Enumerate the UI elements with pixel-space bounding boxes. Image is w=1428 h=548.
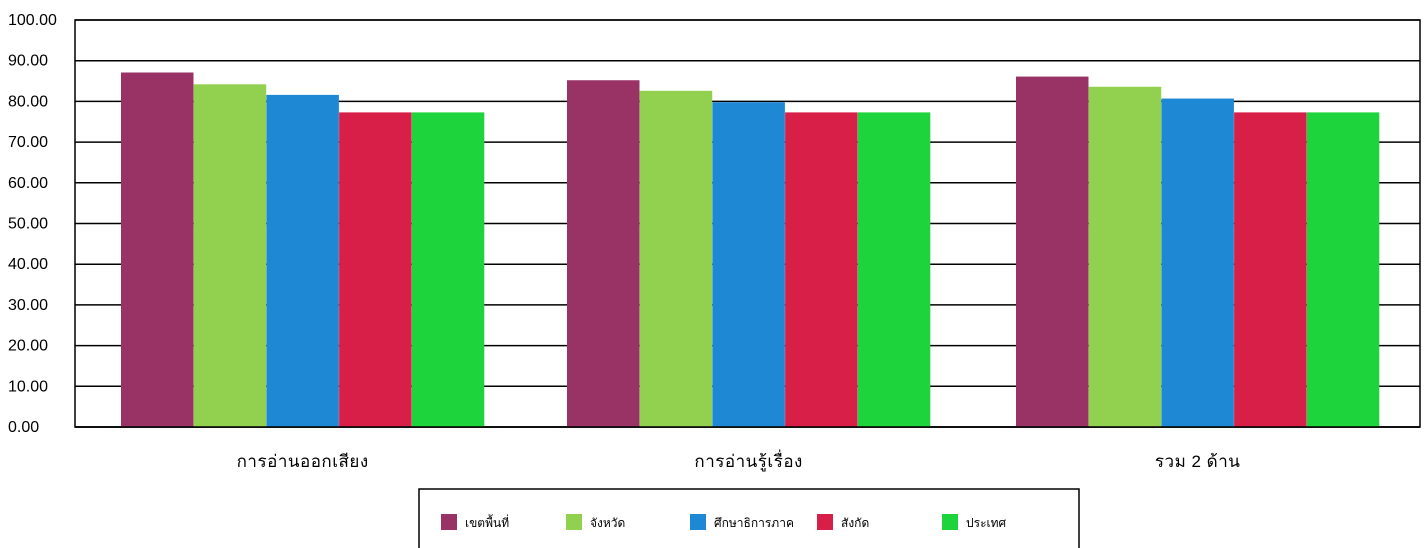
- y-tick-label: 90.00: [8, 53, 48, 70]
- bar-3-3: [1161, 98, 1234, 428]
- legend-swatch: [690, 514, 706, 530]
- legend-label: จังหวัด: [590, 516, 625, 530]
- y-tick-label: 20.00: [8, 338, 48, 355]
- bar-4-2: [785, 112, 858, 427]
- bar-3-1: [266, 94, 339, 427]
- bar-1-3: [1016, 76, 1089, 427]
- y-tick-label: 60.00: [8, 175, 48, 192]
- y-tick-label: 80.00: [8, 93, 48, 110]
- x-tick-label: การอ่านออกเสียง: [237, 452, 369, 471]
- bar-2-1: [193, 84, 267, 427]
- bar-4-1: [339, 112, 412, 427]
- bar-5-2: [857, 112, 931, 427]
- bar-5-1: [411, 112, 485, 427]
- legend-swatch: [942, 514, 958, 530]
- y-tick-label: 30.00: [8, 297, 48, 314]
- x-tick-label: การอ่านรู้เรื่อง: [694, 449, 802, 472]
- y-tick-label: 100.00: [8, 12, 57, 29]
- y-tick-label: 50.00: [8, 216, 48, 233]
- y-tick-label: 10.00: [8, 378, 48, 395]
- legend-label: สังกัด: [841, 516, 869, 530]
- legend-label: ประเทศ: [966, 516, 1007, 530]
- legend-swatch: [441, 514, 457, 530]
- x-tick-label: รวม 2 ด้าน: [1155, 452, 1241, 471]
- bar-1-1: [121, 72, 194, 428]
- bar-4-3: [1234, 112, 1307, 427]
- bar-1-2: [567, 80, 640, 428]
- legend-label: เขตพื้นที่: [465, 514, 509, 530]
- legend-swatch: [817, 514, 833, 530]
- bar-5-3: [1306, 112, 1380, 427]
- legend-label: ศึกษาธิการภาค: [714, 516, 794, 530]
- y-tick-label: 70.00: [8, 134, 48, 151]
- legend-swatch: [566, 514, 582, 530]
- y-tick-label: 40.00: [8, 256, 48, 273]
- y-tick-label: 0.00: [8, 419, 39, 436]
- legend-box: [418, 488, 1080, 548]
- bar-3-2: [712, 102, 785, 428]
- bar-2-2: [639, 90, 713, 428]
- bar-2-3: [1088, 86, 1162, 428]
